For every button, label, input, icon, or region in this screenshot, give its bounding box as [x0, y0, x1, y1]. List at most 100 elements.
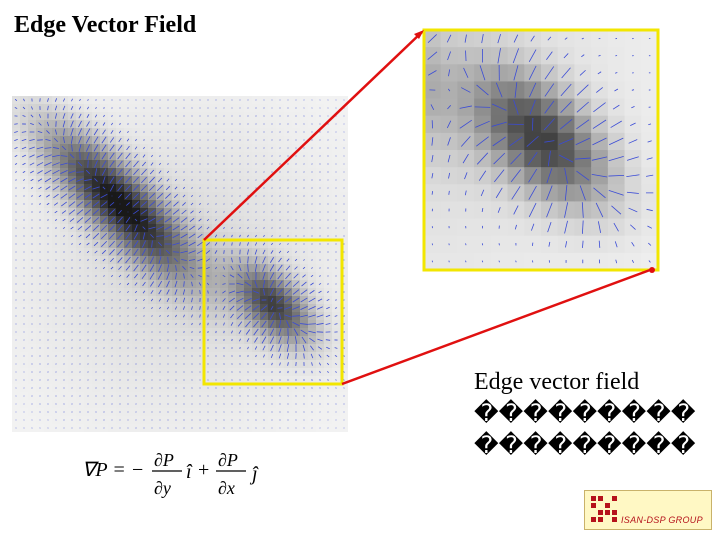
image-pixel: [490, 184, 509, 203]
edge-vector: [23, 427, 25, 429]
image-pixel: [524, 201, 542, 220]
image-pixel: [268, 152, 277, 161]
image-pixel: [220, 304, 229, 313]
image-pixel: [156, 312, 165, 321]
edge-vector: [44, 154, 52, 158]
edge-vector: [531, 117, 534, 131]
edge-vector: [23, 387, 25, 389]
image-pixel: [204, 208, 213, 217]
image-pixel: [204, 184, 213, 193]
edge-vector: [126, 138, 130, 142]
image-pixel: [116, 272, 125, 281]
edge-vector: [247, 163, 249, 165]
image-pixel: [140, 312, 149, 321]
edge-vector: [335, 115, 337, 117]
image-pixel: [220, 192, 229, 201]
image-pixel: [324, 120, 333, 129]
image-pixel: [591, 98, 609, 117]
image-pixel: [292, 200, 301, 209]
edge-vector: [30, 187, 34, 189]
image-pixel: [140, 264, 149, 273]
image-pixel: [100, 368, 109, 377]
image-pixel: [524, 30, 542, 48]
edge-vector: [303, 123, 305, 125]
image-pixel: [316, 136, 325, 145]
edge-vector: [231, 242, 233, 246]
edge-vector: [197, 241, 203, 247]
image-pixel: [557, 98, 576, 117]
edge-vector: [287, 195, 289, 197]
image-pixel: [132, 160, 141, 169]
edge-vector: [110, 257, 114, 263]
edge-vector: [86, 242, 90, 246]
edge-vector: [31, 379, 33, 381]
image-pixel: [100, 296, 109, 305]
edge-vector: [79, 355, 81, 357]
image-pixel: [172, 192, 181, 201]
edge-vector: [140, 193, 148, 199]
edge-vector: [143, 323, 145, 325]
image-pixel: [132, 312, 141, 321]
edge-vector: [39, 363, 41, 365]
edge-vector: [180, 242, 188, 246]
image-pixel: [52, 328, 61, 337]
image-pixel: [260, 192, 269, 201]
image-pixel: [156, 176, 165, 185]
edge-vector: [94, 250, 98, 254]
edge-vector: [76, 209, 84, 215]
image-pixel: [156, 272, 165, 281]
image-pixel: [156, 224, 165, 233]
image-pixel: [260, 312, 269, 321]
image-pixel: [84, 312, 93, 321]
image-pixel: [20, 176, 29, 185]
edge-vector: [117, 193, 123, 199]
edge-vector: [78, 106, 82, 110]
edge-vector: [263, 171, 265, 173]
edge-vector: [71, 98, 73, 102]
image-pixel: [100, 408, 109, 417]
image-pixel: [196, 184, 205, 193]
edge-vector: [255, 187, 257, 189]
image-pixel: [204, 240, 213, 249]
edge-vector: [29, 154, 35, 158]
image-pixel: [204, 200, 213, 209]
edge-vector: [231, 203, 233, 205]
edge-vector: [101, 168, 107, 176]
image-pixel: [148, 288, 157, 297]
image-pixel: [84, 184, 93, 193]
edge-vector: [30, 123, 34, 125]
edge-vector: [343, 107, 345, 109]
image-pixel: [116, 232, 125, 241]
edge-vector: [311, 131, 313, 133]
image-pixel: [108, 272, 117, 281]
edge-vector: [62, 98, 66, 102]
image-pixel: [36, 384, 45, 393]
edge-vector: [271, 139, 273, 141]
image-pixel: [148, 192, 157, 201]
image-pixel: [276, 144, 285, 153]
edge-vector: [448, 190, 450, 195]
edge-vector: [343, 123, 345, 125]
edge-vector: [198, 282, 202, 286]
image-pixel: [76, 184, 85, 193]
edge-vector: [39, 419, 41, 421]
formula-d2: ∂: [154, 478, 163, 498]
edge-vector: [343, 355, 345, 357]
image-pixel: [68, 184, 77, 193]
edge-vector: [109, 137, 115, 143]
edge-vector: [156, 184, 164, 192]
image-pixel: [524, 150, 542, 168]
edge-vector: [295, 163, 297, 165]
image-pixel: [44, 192, 53, 201]
image-pixel: [76, 360, 85, 369]
edge-vector: [94, 168, 98, 176]
formula-lhs: ∇P = −: [82, 459, 144, 481]
edge-vector: [126, 145, 130, 151]
image-pixel: [52, 416, 61, 425]
image-pixel: [68, 400, 77, 409]
image-pixel: [68, 104, 77, 113]
edge-vector: [125, 224, 131, 232]
edge-vector: [164, 217, 172, 223]
edge-vector: [22, 106, 26, 110]
image-pixel: [196, 192, 205, 201]
